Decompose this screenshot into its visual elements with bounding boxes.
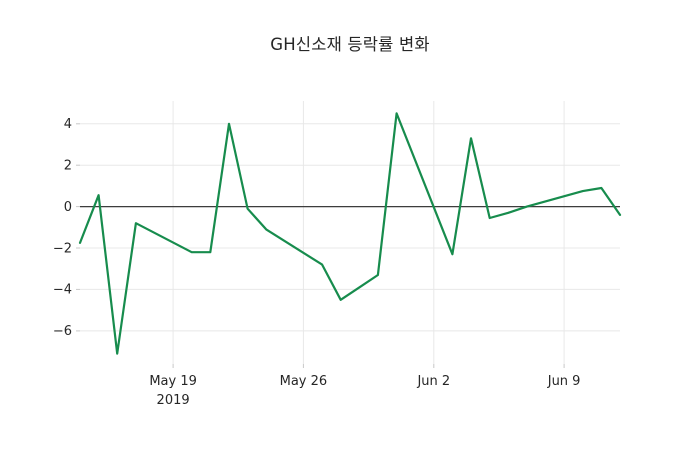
chart-title: GH신소재 등락률 변화: [270, 35, 430, 54]
y-tick-label: 4: [64, 117, 72, 132]
x-tick-label: May 19: [149, 374, 197, 389]
x-tick-year-label: 2019: [157, 393, 190, 408]
x-tick-label: Jun 2: [416, 374, 450, 389]
y-tick-label: −6: [53, 324, 72, 339]
data-line-series: [78, 112, 622, 355]
y-tick-label: −4: [53, 283, 72, 298]
x-tick-label: May 26: [280, 374, 328, 389]
y-tick-label: 2: [64, 158, 72, 173]
y-tick-label: −2: [53, 241, 72, 256]
x-tick-label: Jun 9: [547, 374, 581, 389]
y-tick-label: 0: [64, 200, 72, 215]
